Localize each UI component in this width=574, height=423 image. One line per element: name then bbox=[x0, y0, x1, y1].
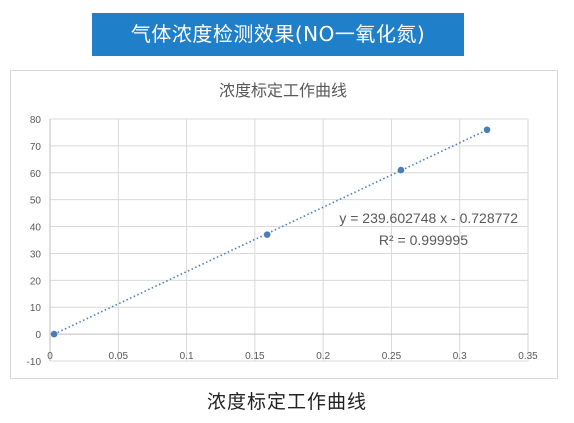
y-tick-label: 20 bbox=[30, 276, 42, 287]
x-tick-label: 0.35 bbox=[518, 351, 538, 362]
x-tick-label: 0 bbox=[47, 351, 53, 362]
y-tick-label: 60 bbox=[30, 169, 42, 180]
x-tick-label: 0.15 bbox=[245, 351, 265, 362]
chart-title: 浓度标定工作曲线 bbox=[218, 81, 347, 100]
data-point bbox=[263, 231, 271, 238]
trendline-equation: y = 239.602748 x - 0.728772 bbox=[339, 210, 518, 226]
y-tick-label: 70 bbox=[30, 142, 42, 153]
x-tick-label: 0.05 bbox=[109, 351, 129, 362]
x-tick-label: 0.1 bbox=[180, 351, 194, 362]
y-tick-label: 50 bbox=[30, 196, 42, 207]
banner-title: 气体浓度检测效果(NO一氧化氮) bbox=[92, 13, 464, 56]
x-tick-label: 0.2 bbox=[316, 351, 330, 362]
chart-frame bbox=[10, 70, 558, 379]
y-tick-label: -10 bbox=[27, 357, 42, 368]
y-tick-label: 30 bbox=[30, 249, 42, 260]
y-tick-label: 80 bbox=[30, 115, 42, 126]
y-tick-label: 40 bbox=[30, 223, 42, 234]
data-point bbox=[50, 330, 58, 338]
data-point bbox=[397, 166, 405, 174]
r-squared-label: R² = 0.999995 bbox=[379, 232, 468, 248]
x-tick-label: 0.3 bbox=[453, 351, 467, 362]
figure-caption: 浓度标定工作曲线 bbox=[206, 391, 367, 413]
y-tick-label: 10 bbox=[30, 303, 42, 314]
x-tick-label: 0.25 bbox=[382, 351, 402, 362]
data-point bbox=[483, 126, 491, 134]
y-tick-label: 0 bbox=[35, 330, 41, 341]
